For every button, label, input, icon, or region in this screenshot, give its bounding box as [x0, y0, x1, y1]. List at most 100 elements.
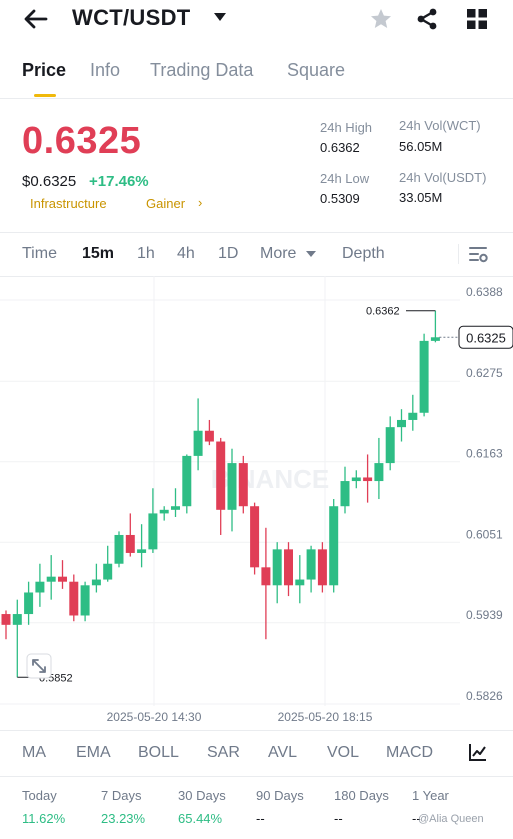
candle-body	[317, 549, 327, 586]
interval-1h[interactable]: 1h	[137, 245, 155, 262]
x-tick-label: 2025-05-20 18:15	[278, 710, 373, 724]
candle-body	[284, 549, 293, 586]
indicator-ma[interactable]: MA	[22, 744, 46, 761]
x-tick-label: 2025-05-20 14:30	[107, 710, 202, 724]
perf-label-today: Today	[22, 788, 57, 803]
divider	[0, 276, 513, 277]
indicator-settings-button[interactable]	[468, 742, 490, 764]
interval-time[interactable]: Time	[22, 245, 57, 262]
candle-body	[385, 427, 395, 464]
perf-value-today: 11.62%	[22, 811, 66, 826]
candle-body	[430, 337, 440, 341]
interval-15m[interactable]: 15m	[82, 245, 115, 262]
perf-value-30-days: 65.44%	[178, 811, 223, 826]
current-price-label: 0.6325	[466, 330, 506, 345]
interval-depth[interactable]: Depth	[342, 245, 385, 262]
price-change-percent: +17.46%	[89, 173, 149, 190]
star-icon	[371, 9, 391, 28]
candle-body	[408, 412, 418, 420]
stat-24h-vol-base-value: 56.05M	[399, 139, 443, 154]
usd-price: $0.6325	[22, 173, 77, 190]
perf-value-7-days: 23.23%	[101, 811, 146, 826]
tab-info[interactable]: Info	[90, 60, 121, 80]
tab-price[interactable]: Price	[22, 60, 67, 80]
candle-body	[306, 549, 316, 580]
expand-icon-arrow	[32, 659, 46, 673]
candle-body	[103, 563, 113, 580]
candle-body	[80, 585, 90, 616]
candle-body	[295, 579, 305, 586]
stat-24h-low-value: 0.5309	[320, 191, 360, 206]
stat-24h-high-value: 0.6362	[320, 140, 360, 155]
layout-button[interactable]	[464, 6, 490, 32]
candle-body	[125, 534, 135, 553]
interval-1d[interactable]: 1D	[218, 245, 239, 262]
stat-24h-vol-base-label: 24h Vol(WCT)	[399, 118, 481, 133]
candle-body	[12, 614, 22, 625]
chevron-down-icon[interactable]	[214, 13, 226, 21]
chevron-down-icon[interactable]	[306, 251, 316, 257]
candle-body	[46, 576, 56, 582]
image-credit: @Alia Queen	[418, 813, 484, 825]
top-bar: WCT/USDT	[0, 0, 513, 40]
chart-settings-button[interactable]	[468, 244, 490, 264]
perf-label-1-year: 1 Year	[412, 788, 449, 803]
candle-body	[58, 576, 67, 582]
interval-bar: Time 15m 1h 4h 1D More Depth	[0, 240, 513, 270]
perf-value-90-days: --	[256, 811, 265, 826]
expand-icon[interactable]	[26, 653, 52, 679]
candle-body	[374, 463, 384, 482]
tab-square[interactable]: Square	[287, 60, 346, 80]
last-price: 0.6325	[22, 120, 142, 162]
interval-more[interactable]: More	[260, 245, 297, 262]
chart-settings-icon	[469, 247, 488, 263]
y-tick-label: 0.5939	[466, 608, 503, 622]
indicator-avl[interactable]: AVL	[268, 744, 298, 761]
indicator-ema[interactable]: EMA	[76, 744, 111, 761]
indicator-sar[interactable]: SAR	[207, 744, 240, 761]
stat-24h-low-label: 24h Low	[320, 171, 370, 186]
candle-body	[159, 509, 169, 514]
divider	[0, 232, 513, 233]
y-tick-label: 0.5826	[466, 689, 503, 703]
perf-label-30-days: 30 Days	[178, 788, 226, 803]
candle-body	[24, 592, 34, 615]
candle-body	[397, 419, 406, 428]
pair-title[interactable]: WCT/USDT	[72, 5, 191, 30]
share-button[interactable]	[414, 6, 440, 32]
chart-grid	[0, 276, 460, 706]
interval-4h[interactable]: 4h	[177, 245, 195, 262]
candle-body	[114, 534, 124, 564]
candle-body	[238, 463, 248, 507]
current-price-badge	[458, 325, 513, 349]
back-button[interactable]	[22, 6, 50, 32]
indicator-boll[interactable]: BOLL	[138, 744, 179, 761]
divider	[0, 730, 513, 731]
candles	[1, 310, 440, 678]
candlestick-chart[interactable]: BINANCE 0.63880.62750.61630.60510.59390.…	[0, 276, 513, 730]
perf-label-7-days: 7 Days	[101, 788, 142, 803]
indicator-macd[interactable]: MACD	[386, 744, 434, 761]
candle-body	[261, 567, 271, 586]
favorite-button[interactable]	[368, 6, 394, 32]
indicator-vol[interactable]: VOL	[327, 744, 360, 761]
candle-body	[204, 430, 214, 442]
stat-24h-high-label: 24h High	[320, 120, 373, 135]
share-icon	[417, 8, 437, 30]
tab-trading-data[interactable]: Trading Data	[150, 60, 254, 80]
candle-body	[193, 430, 203, 456]
candle-body	[363, 477, 373, 482]
candle-body	[272, 549, 282, 586]
candle-body	[137, 549, 147, 553]
candle-body	[35, 581, 45, 593]
chevron-right-icon[interactable]: ›	[198, 195, 203, 210]
perf-value-180-days: --	[334, 811, 343, 826]
stat-24h-vol-quote-label: 24h Vol(USDT)	[399, 170, 487, 185]
tag-gainer[interactable]: Gainer	[146, 196, 186, 211]
divider	[458, 244, 459, 264]
tag-infrastructure[interactable]: Infrastructure	[30, 196, 107, 211]
candle-body	[250, 506, 260, 568]
candle-body	[1, 614, 11, 625]
perf-value-1-year: --	[412, 811, 421, 826]
